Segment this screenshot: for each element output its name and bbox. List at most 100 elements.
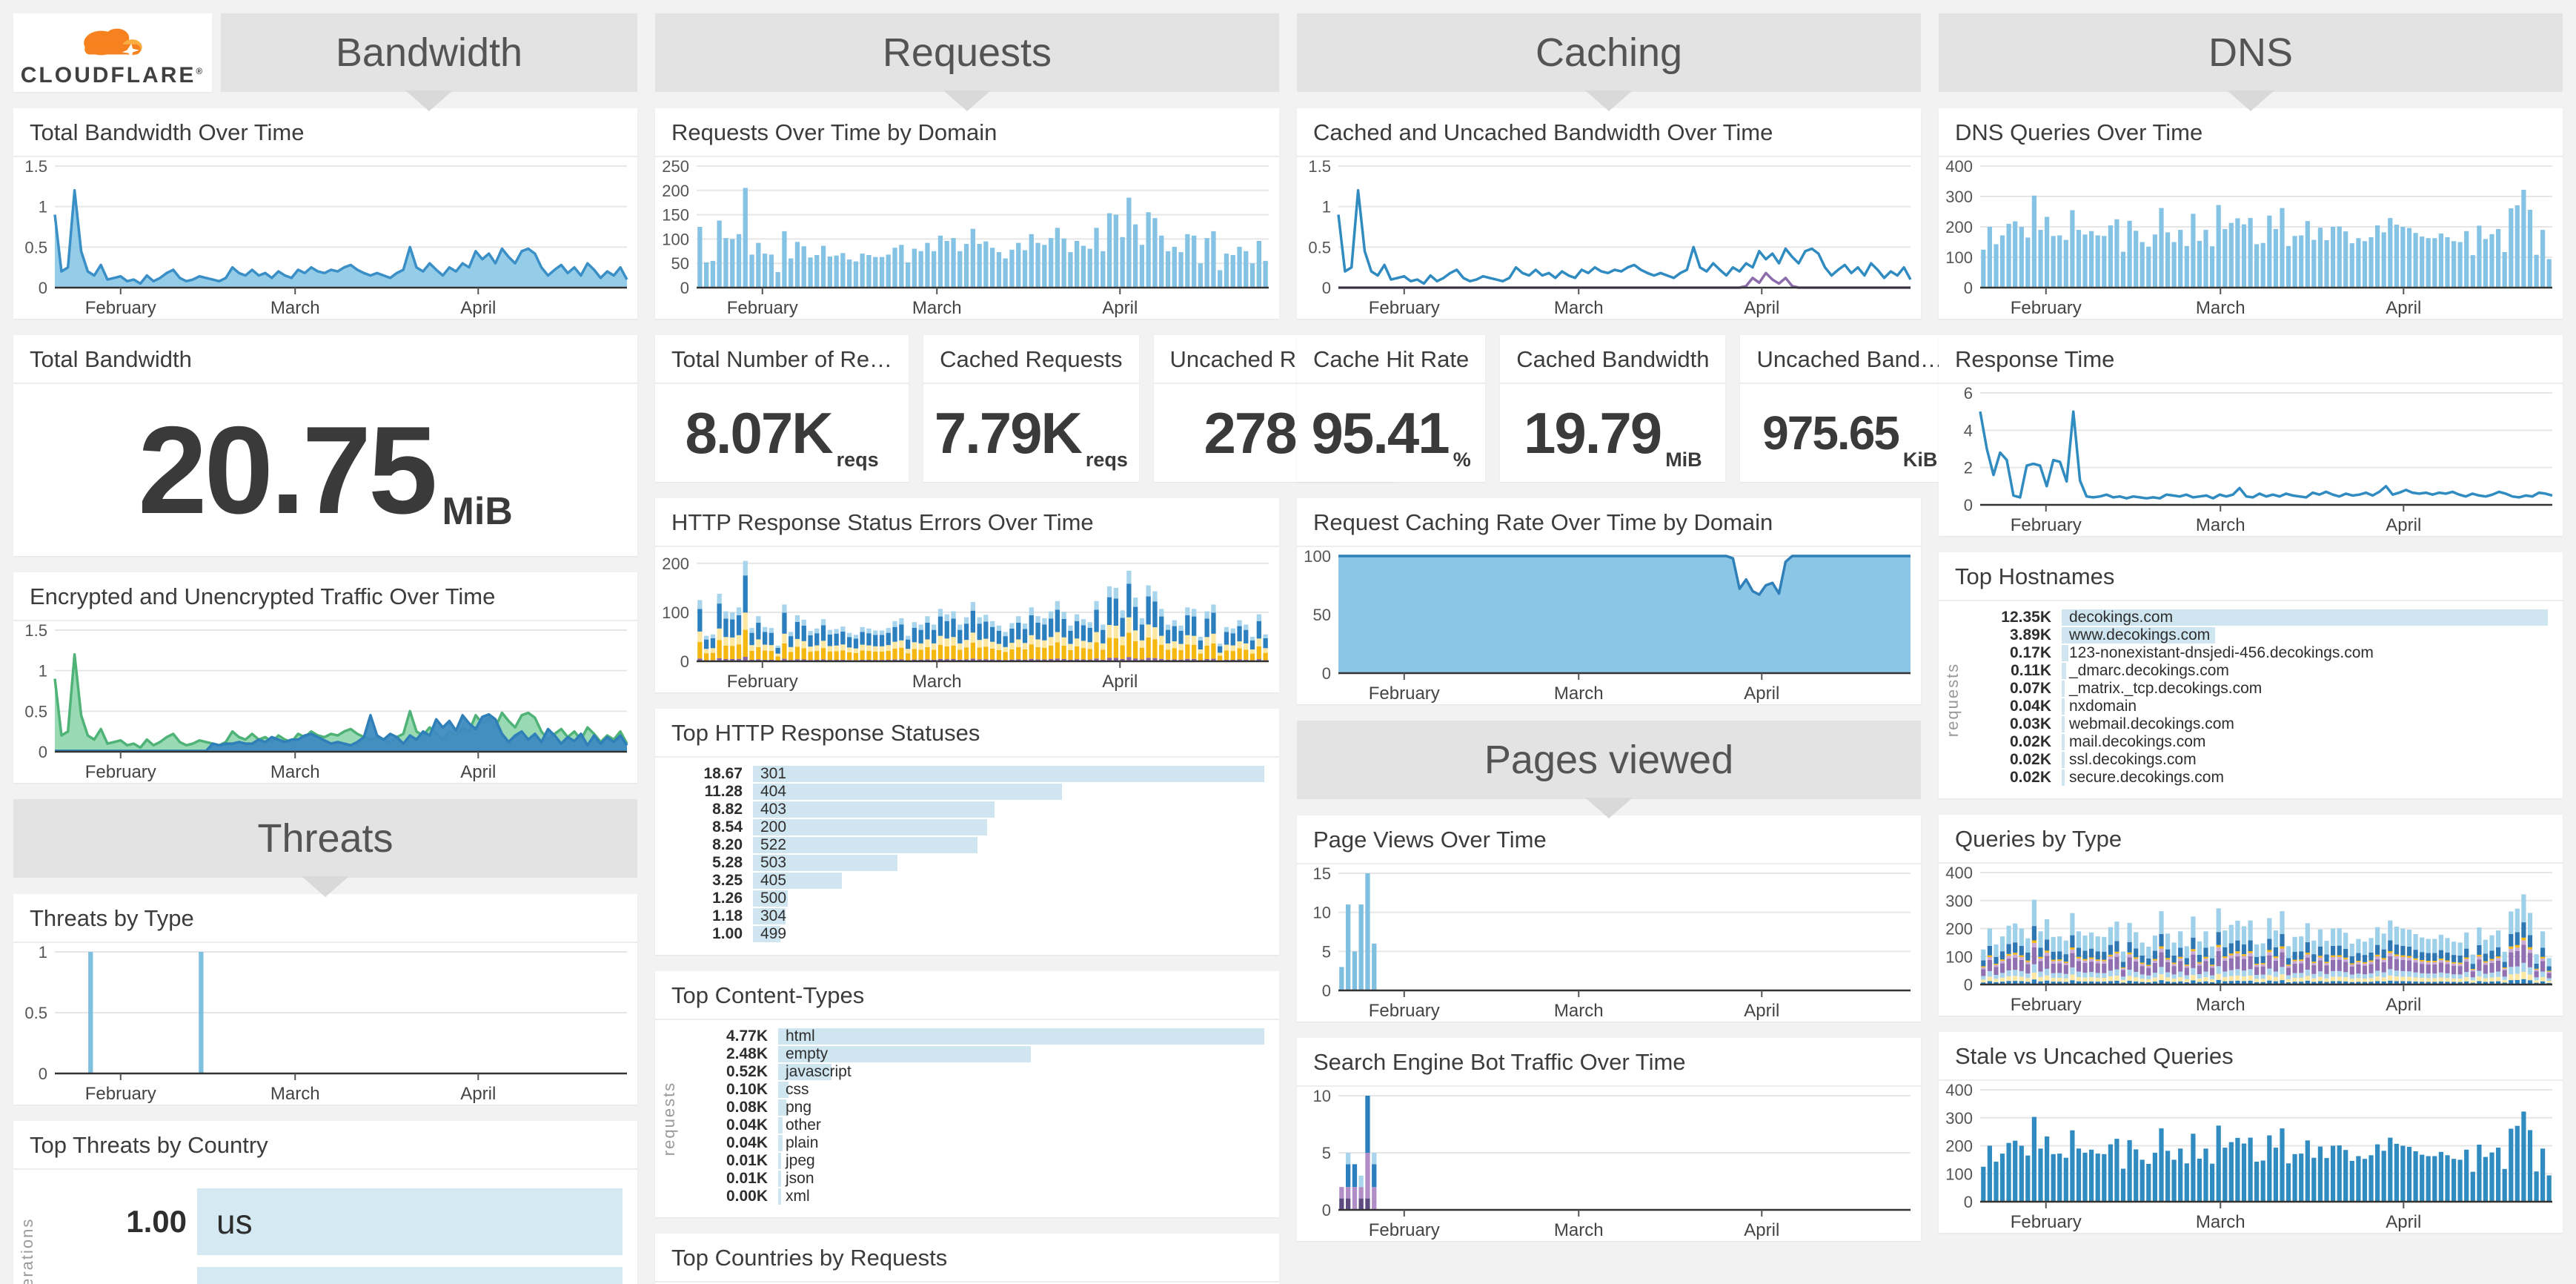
svg-text:4: 4 <box>1964 421 1973 440</box>
list-item-value: 1.18 <box>712 907 743 924</box>
list-item[interactable]: 0.02K secure.decokings.com <box>1974 769 2548 787</box>
list-item[interactable]: 1.00 499 <box>665 925 1264 943</box>
list-item[interactable]: 0.02K ssl.decokings.com <box>1974 751 2548 769</box>
list-item[interactable]: 5.28 503 <box>665 854 1264 872</box>
list-item-value: 2.48K <box>726 1045 768 1062</box>
svg-text:February: February <box>85 1084 156 1104</box>
list-item-bar <box>778 1188 781 1205</box>
list-item-bar <box>2062 663 2066 679</box>
list-item[interactable]: 0.07K _matrix._tcp.decokings.com <box>1974 680 2548 698</box>
svg-text:5: 5 <box>1322 1144 1331 1162</box>
list-item[interactable]: 0.01K json <box>691 1170 1264 1188</box>
threats-by-type-chart[interactable]: 0 0.5 1 February March April <box>13 943 637 1105</box>
svg-text:0: 0 <box>680 652 689 671</box>
list-item[interactable]: 0.17K 123-nonexistant-dnsjedi-456.decokin… <box>1974 644 2548 662</box>
list-item-value: 12.35K <box>2001 609 2051 626</box>
queries-by-type-chart[interactable]: 0 100 200 300 400 February March April <box>1939 864 2563 1016</box>
total-bandwidth-over-time-chart[interactable]: 0 0.5 1 1.5 February March April <box>13 157 637 319</box>
requests-over-time-chart[interactable]: 0 50 100 150 200 250 February March April <box>655 157 1279 319</box>
list-item-label: 123-nonexistant-dnsjedi-456.decokings.co… <box>2069 644 2374 661</box>
list-item[interactable]: 0.02K mail.decokings.com <box>1974 733 2548 751</box>
axis-label: requests <box>1943 662 1962 738</box>
stat-value: 95.41 <box>1311 400 1450 466</box>
stat-value: 975.65 <box>1762 406 1900 460</box>
dns-queries-chart[interactable]: 0 100 200 300 400 February March April <box>1939 157 2563 319</box>
list-item-bar <box>778 1064 831 1080</box>
svg-text:300: 300 <box>1945 1109 1973 1128</box>
list-item[interactable]: 1.26 500 <box>665 890 1264 907</box>
list-item[interactable]: 18.67 301 <box>665 765 1264 783</box>
list-item[interactable]: 12.35K decokings.com <box>1974 609 2548 626</box>
svg-text:1: 1 <box>39 198 47 216</box>
list-item-value: 1.00 <box>126 1204 187 1239</box>
list-item[interactable]: 0.11K _dmarc.decokings.com <box>1974 662 2548 680</box>
list-item[interactable]: 3.25 405 <box>665 872 1264 890</box>
svg-text:April: April <box>2386 298 2421 318</box>
list-item[interactable]: 0.04K nxdomain <box>1974 698 2548 715</box>
list-item-bar <box>2062 681 2065 697</box>
svg-text:March: March <box>270 298 320 318</box>
list-item[interactable]: 0.52K javascript <box>691 1063 1264 1081</box>
svg-text:100: 100 <box>1304 547 1331 566</box>
panel-title: Top Content-Types <box>655 971 1279 1020</box>
panel-title: Cached Requests <box>923 335 1139 384</box>
list-item[interactable]: 1.00 us <box>49 1188 623 1256</box>
encrypted-unencrypted-chart[interactable]: 0 0.5 1 1.5 February March April <box>13 621 637 783</box>
list-item[interactable]: 8.54 200 <box>665 818 1264 836</box>
svg-text:0.5: 0.5 <box>1308 238 1331 257</box>
cached-uncached-bandwidth-chart[interactable]: 0 0.5 1 1.5 February March April <box>1297 157 1921 319</box>
top-http-statuses-list: 18.67 301 11.28 404 8.82 403 8.54 200 8.20 522 5.2… <box>655 758 1279 955</box>
http-errors-chart[interactable]: 0 100 200 February March April <box>655 547 1279 692</box>
list-item[interactable]: 8.82 403 <box>665 801 1264 818</box>
list-item-value: 8.82 <box>712 801 743 818</box>
panel-top-threats-by-country: Top Threats by Country operations1.00us1… <box>13 1121 637 1284</box>
panel-encrypted-traffic: Encrypted and Unencrypted Traffic Over T… <box>13 572 637 783</box>
search-bot-traffic-chart[interactable]: 0 5 10 February March April <box>1297 1087 1921 1241</box>
panel-title: Top Hostnames <box>1939 552 2563 601</box>
panel-cached-bandwidth: Cached Bandwidth 19.79 MiB <box>1500 335 1726 482</box>
list-item[interactable]: 8.20 522 <box>665 836 1264 854</box>
list-item-label: _matrix._tcp.decokings.com <box>2069 680 2263 697</box>
svg-text:0: 0 <box>39 743 47 761</box>
list-item[interactable]: 0.01K jpeg <box>691 1152 1264 1170</box>
section-arrow-icon <box>943 90 991 111</box>
svg-text:0: 0 <box>1322 982 1331 1000</box>
response-time-chart[interactable]: 0 2 4 6 February March April <box>1939 384 2563 536</box>
svg-text:March: March <box>912 672 962 692</box>
list-item[interactable]: 0.00K xml <box>691 1188 1264 1205</box>
list-item-bar <box>778 1082 789 1098</box>
stat-unit: reqs <box>836 449 879 471</box>
list-item[interactable]: 3.89K www.decokings.com <box>1974 626 2548 644</box>
section-arrow-icon <box>302 876 349 897</box>
panel-uncached-bandwidth: Uncached Band… 975.65 KiB <box>1740 335 1960 482</box>
list-item[interactable]: 0.10K css <box>691 1081 1264 1099</box>
list-item[interactable]: 4.77K html <box>691 1027 1264 1045</box>
list-item-bar <box>778 1171 781 1187</box>
list-item[interactable]: 0.04K plain <box>691 1134 1264 1152</box>
page-views-chart[interactable]: 0 5 10 15 February March April <box>1297 864 1921 1022</box>
panel-http-errors: HTTP Response Status Errors Over Time 0 1… <box>655 498 1279 692</box>
list-item-bar <box>753 766 1264 782</box>
request-caching-rate-chart[interactable]: 0 50 100 February March April <box>1297 547 1921 704</box>
list-item[interactable]: 1.18 304 <box>665 907 1264 925</box>
brand-text: CLOUDFLARE® <box>20 63 205 87</box>
svg-text:2: 2 <box>1964 459 1973 477</box>
list-item-value: 3.89K <box>2009 626 2051 643</box>
svg-text:0: 0 <box>1964 496 1973 514</box>
list-item-value: 1.26 <box>712 890 743 907</box>
svg-text:April: April <box>1744 684 1779 704</box>
section-header-threats: Threats <box>13 799 637 897</box>
stale-vs-uncached-chart[interactable]: 0 100 200 300 400 February March April <box>1939 1081 2563 1233</box>
list-item[interactable]: 0.04K other <box>691 1116 1264 1134</box>
svg-text:April: April <box>1744 1220 1779 1240</box>
svg-text:April: April <box>460 298 496 318</box>
list-item[interactable]: 1.00 nl <box>49 1266 623 1284</box>
svg-text:200: 200 <box>662 555 689 573</box>
svg-text:April: April <box>1744 298 1779 318</box>
list-item[interactable]: 0.08K png <box>691 1099 1264 1116</box>
svg-text:300: 300 <box>1945 892 1973 910</box>
list-item[interactable]: 2.48K empty <box>691 1045 1264 1063</box>
svg-text:February: February <box>85 298 156 318</box>
list-item[interactable]: 11.28 404 <box>665 783 1264 801</box>
list-item[interactable]: 0.03K webmail.decokings.com <box>1974 715 2548 733</box>
